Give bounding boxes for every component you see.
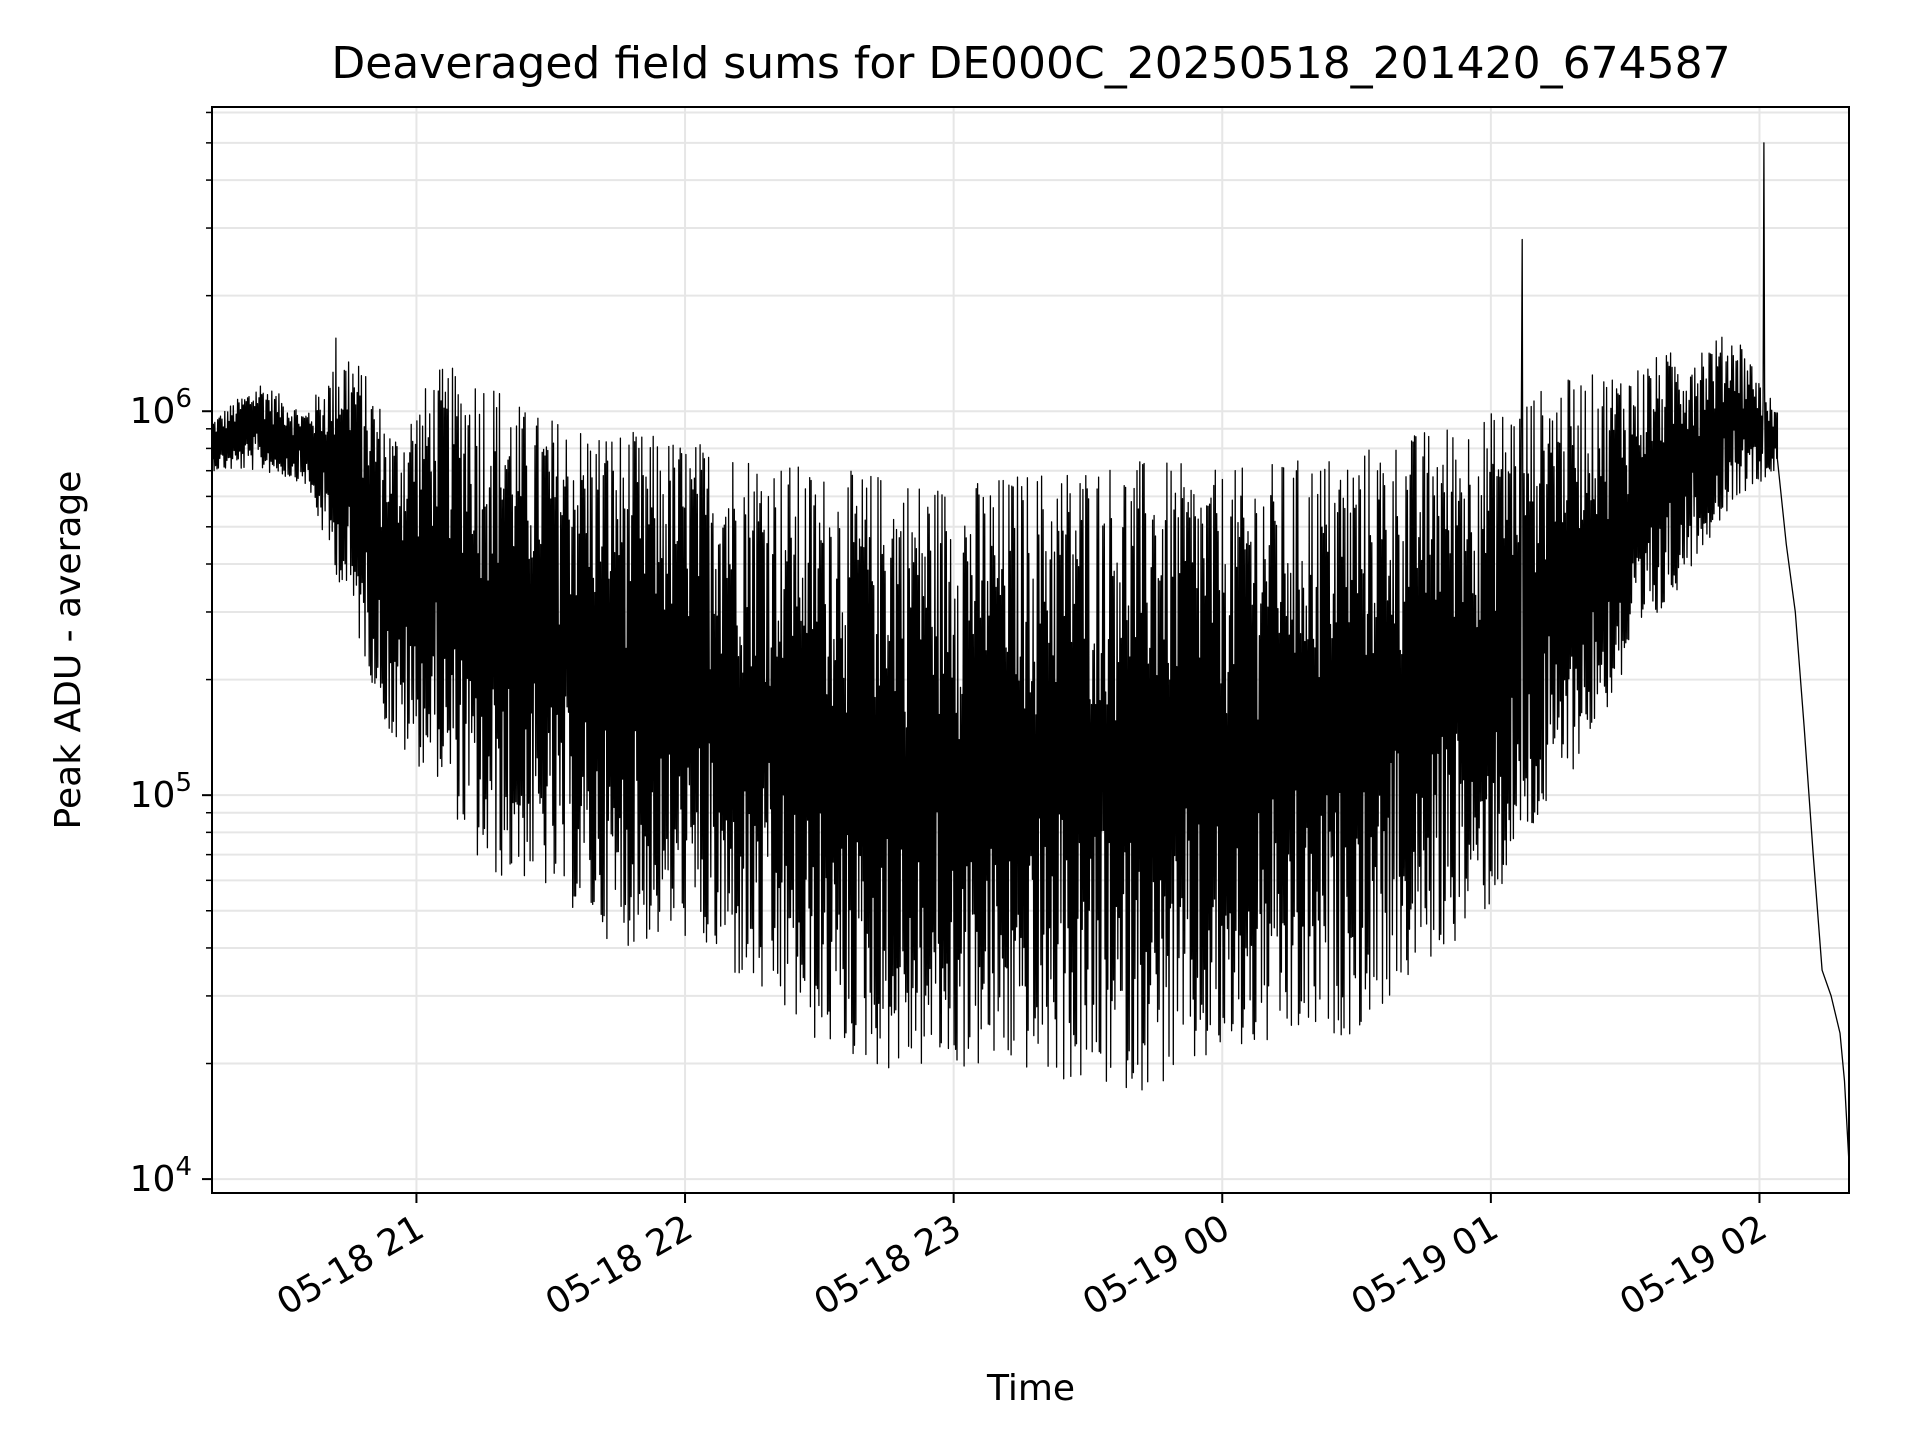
y-tick-exponent: 6 bbox=[175, 384, 192, 414]
plot-frame bbox=[211, 106, 1850, 1194]
y-axis-label: Peak ADU - average bbox=[48, 471, 89, 830]
chart-title: Deaveraged field sums for DE000C_2025051… bbox=[331, 38, 1730, 89]
x-axis-label: Time bbox=[986, 1368, 1075, 1409]
series-line bbox=[212, 142, 1849, 1164]
y-tick-exponent: 5 bbox=[175, 768, 192, 798]
y-tick-exponent: 4 bbox=[175, 1152, 192, 1182]
series-layer bbox=[212, 142, 1849, 1164]
